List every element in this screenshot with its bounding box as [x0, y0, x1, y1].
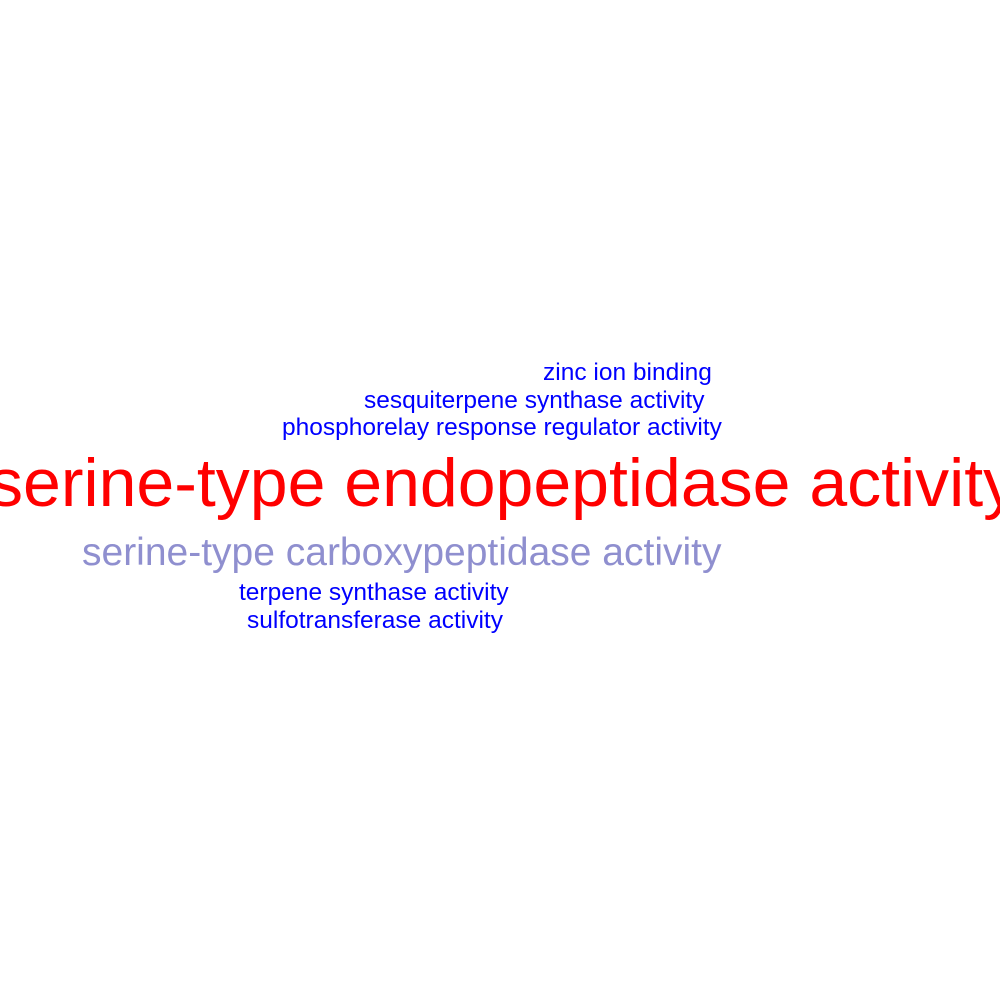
- word-zinc-ion-binding: zinc ion binding: [543, 359, 712, 386]
- word-terpene-synthase-activity: terpene synthase activity: [239, 579, 509, 606]
- word-phosphorelay-response-regulator-activity: phosphorelay response regulator activity: [282, 414, 722, 441]
- word-sesquiterpene-synthase-activity: sesquiterpene synthase activity: [364, 387, 705, 414]
- word-sulfotransferase-activity: sulfotransferase activity: [247, 607, 503, 634]
- word-serine-type-carboxypeptidase-activity: serine-type carboxypeptidase activity: [82, 531, 722, 574]
- word-serine-type-endopeptidase-activity: serine-type endopeptidase activity: [0, 445, 1000, 521]
